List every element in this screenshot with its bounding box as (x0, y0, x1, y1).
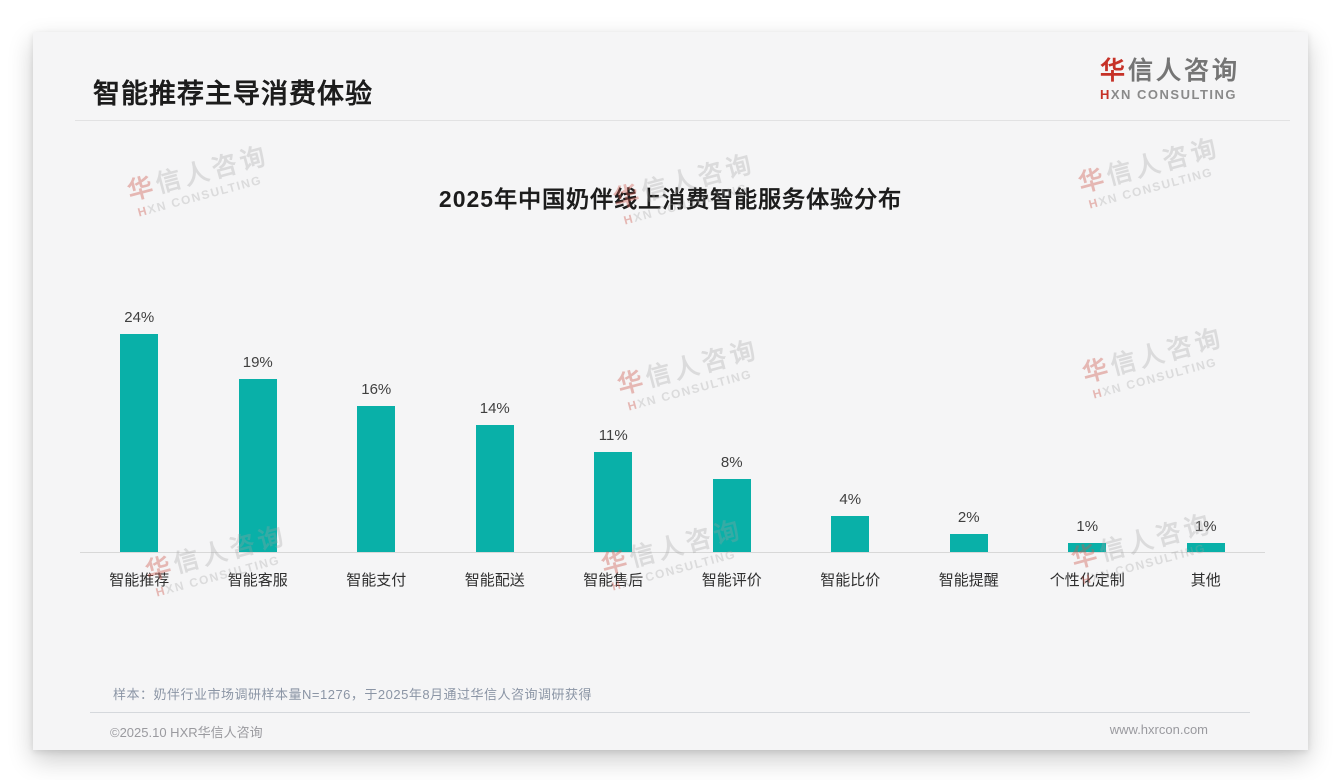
bar-value-label: 16% (361, 381, 392, 399)
footer-divider (90, 712, 1250, 713)
bar-value-label: 8% (720, 454, 743, 472)
bar-category-label: 智能推荐 (109, 572, 170, 589)
bar-category-label: 智能比价 (820, 572, 881, 589)
logo-en-accent: H (1099, 86, 1111, 102)
bar-value-label: 1% (1194, 517, 1217, 535)
bar (1186, 542, 1225, 552)
header-divider (75, 120, 1290, 121)
bar-slot: 1% (1028, 518, 1147, 552)
bar (712, 479, 751, 552)
bar-value-label: 24% (124, 308, 155, 326)
bar (1068, 542, 1107, 552)
bar-slot: 19% (199, 354, 318, 552)
category-slot: 智能比价 (791, 553, 910, 590)
bar (831, 515, 870, 552)
slide-card: 智能推荐主导消费体验 华信人咨询 HXN CONSULTING 2025年中国奶… (33, 32, 1308, 750)
bar-category-label: 其他 (1190, 572, 1221, 589)
logo-en-text: XN CONSULTING (1110, 86, 1238, 102)
bar-category-label: 智能提醒 (938, 572, 999, 589)
bar-category-label: 智能评价 (701, 572, 762, 589)
bar-slot: 8% (673, 454, 792, 552)
bar-value-label: 1% (1076, 517, 1099, 535)
bar-category-label: 智能支付 (346, 572, 407, 589)
bar-value-label: 11% (598, 426, 628, 444)
bar-category-label: 智能配送 (464, 572, 525, 589)
logo-zh-text: 信人咨询 (1127, 57, 1240, 85)
logo-english-name: HXN CONSULTING (1100, 87, 1240, 102)
chart-title: 2025年中国奶伴线上消费智能服务体验分布 (438, 186, 903, 212)
bar-slot: 4% (791, 491, 910, 552)
bar (120, 333, 159, 552)
bar-slot: 14% (436, 400, 555, 552)
footer-website: www.hxrcon.com (1109, 722, 1208, 737)
category-slot: 其他 (1147, 553, 1266, 590)
bar-slot: 11% (554, 427, 673, 552)
bar-value-label: 4% (839, 490, 862, 508)
page-title: 智能推荐主导消费体验 (93, 79, 373, 109)
bar-slot: 1% (1147, 518, 1266, 552)
bar-slot: 16% (317, 381, 436, 552)
category-slot: 智能推荐 (80, 553, 199, 590)
category-slot: 智能评价 (673, 553, 792, 590)
category-slot: 智能配送 (436, 553, 555, 590)
category-slot: 智能支付 (317, 553, 436, 590)
bar-slot: 24% (80, 309, 199, 552)
bar-value-label: 19% (242, 354, 273, 372)
sample-note: 样本：奶伴行业市场调研样本量N=1276，于2025年8月通过华信人咨询调研获得 (113, 687, 593, 702)
bar (949, 533, 988, 552)
chart-category-row: 智能推荐 智能客服 智能支付 智能配送 智能售后 智能评价 智能比价 智能提醒 个性化定制 其他 (80, 553, 1265, 590)
bar-value-label: 2% (957, 508, 980, 526)
chart-plot: 24% 19% 16% 14% 11% 8% 4% 2% 1% 1% (80, 300, 1265, 553)
bar (238, 379, 277, 552)
category-slot: 智能提醒 (910, 553, 1029, 590)
logo-chinese-name: 华信人咨询 (1099, 57, 1240, 86)
bar (594, 451, 633, 552)
bar (475, 424, 514, 552)
bar-slot: 2% (910, 509, 1029, 552)
footer-copyright: ©2025.10 HXR华信人咨询 (110, 725, 263, 740)
logo-zh-accent: 华 (1099, 57, 1128, 85)
category-slot: 智能售后 (554, 553, 673, 590)
category-slot: 个性化定制 (1028, 553, 1147, 590)
bar-category-label: 个性化定制 (1049, 572, 1125, 589)
category-slot: 智能客服 (199, 553, 318, 590)
bar-category-label: 智能售后 (583, 572, 644, 589)
bar-value-label: 14% (479, 399, 510, 417)
bar (357, 406, 396, 552)
bar-category-label: 智能客服 (227, 572, 288, 589)
company-logo: 华信人咨询 HXN CONSULTING (1099, 57, 1240, 102)
